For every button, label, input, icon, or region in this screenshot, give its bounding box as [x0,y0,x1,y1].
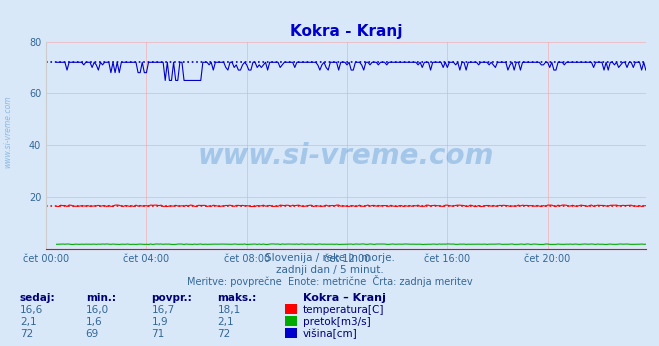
Text: 16,6: 16,6 [20,305,43,315]
Text: Kokra – Kranj: Kokra – Kranj [303,293,386,303]
Text: višina[cm]: višina[cm] [303,329,358,339]
Text: zadnji dan / 5 minut.: zadnji dan / 5 minut. [275,265,384,275]
Text: min.:: min.: [86,293,116,303]
Text: www.si-vreme.com: www.si-vreme.com [198,142,494,170]
Title: Kokra - Kranj: Kokra - Kranj [290,24,402,39]
Text: 2,1: 2,1 [217,317,234,327]
Text: 72: 72 [20,329,33,339]
Text: 72: 72 [217,329,231,339]
Text: Meritve: povprečne  Enote: metrične  Črta: zadnja meritev: Meritve: povprečne Enote: metrične Črta:… [186,275,473,288]
Text: maks.:: maks.: [217,293,257,303]
Text: temperatura[C]: temperatura[C] [303,305,385,315]
Text: 16,7: 16,7 [152,305,175,315]
Text: 2,1: 2,1 [20,317,36,327]
Text: 1,9: 1,9 [152,317,168,327]
Text: 18,1: 18,1 [217,305,241,315]
Text: 1,6: 1,6 [86,317,102,327]
Text: www.si-vreme.com: www.si-vreme.com [3,95,13,168]
Text: 69: 69 [86,329,99,339]
Text: sedaj:: sedaj: [20,293,55,303]
Text: 16,0: 16,0 [86,305,109,315]
Text: pretok[m3/s]: pretok[m3/s] [303,317,371,327]
Text: Slovenija / reke in morje.: Slovenija / reke in morje. [264,253,395,263]
Text: povpr.:: povpr.: [152,293,192,303]
Text: 71: 71 [152,329,165,339]
